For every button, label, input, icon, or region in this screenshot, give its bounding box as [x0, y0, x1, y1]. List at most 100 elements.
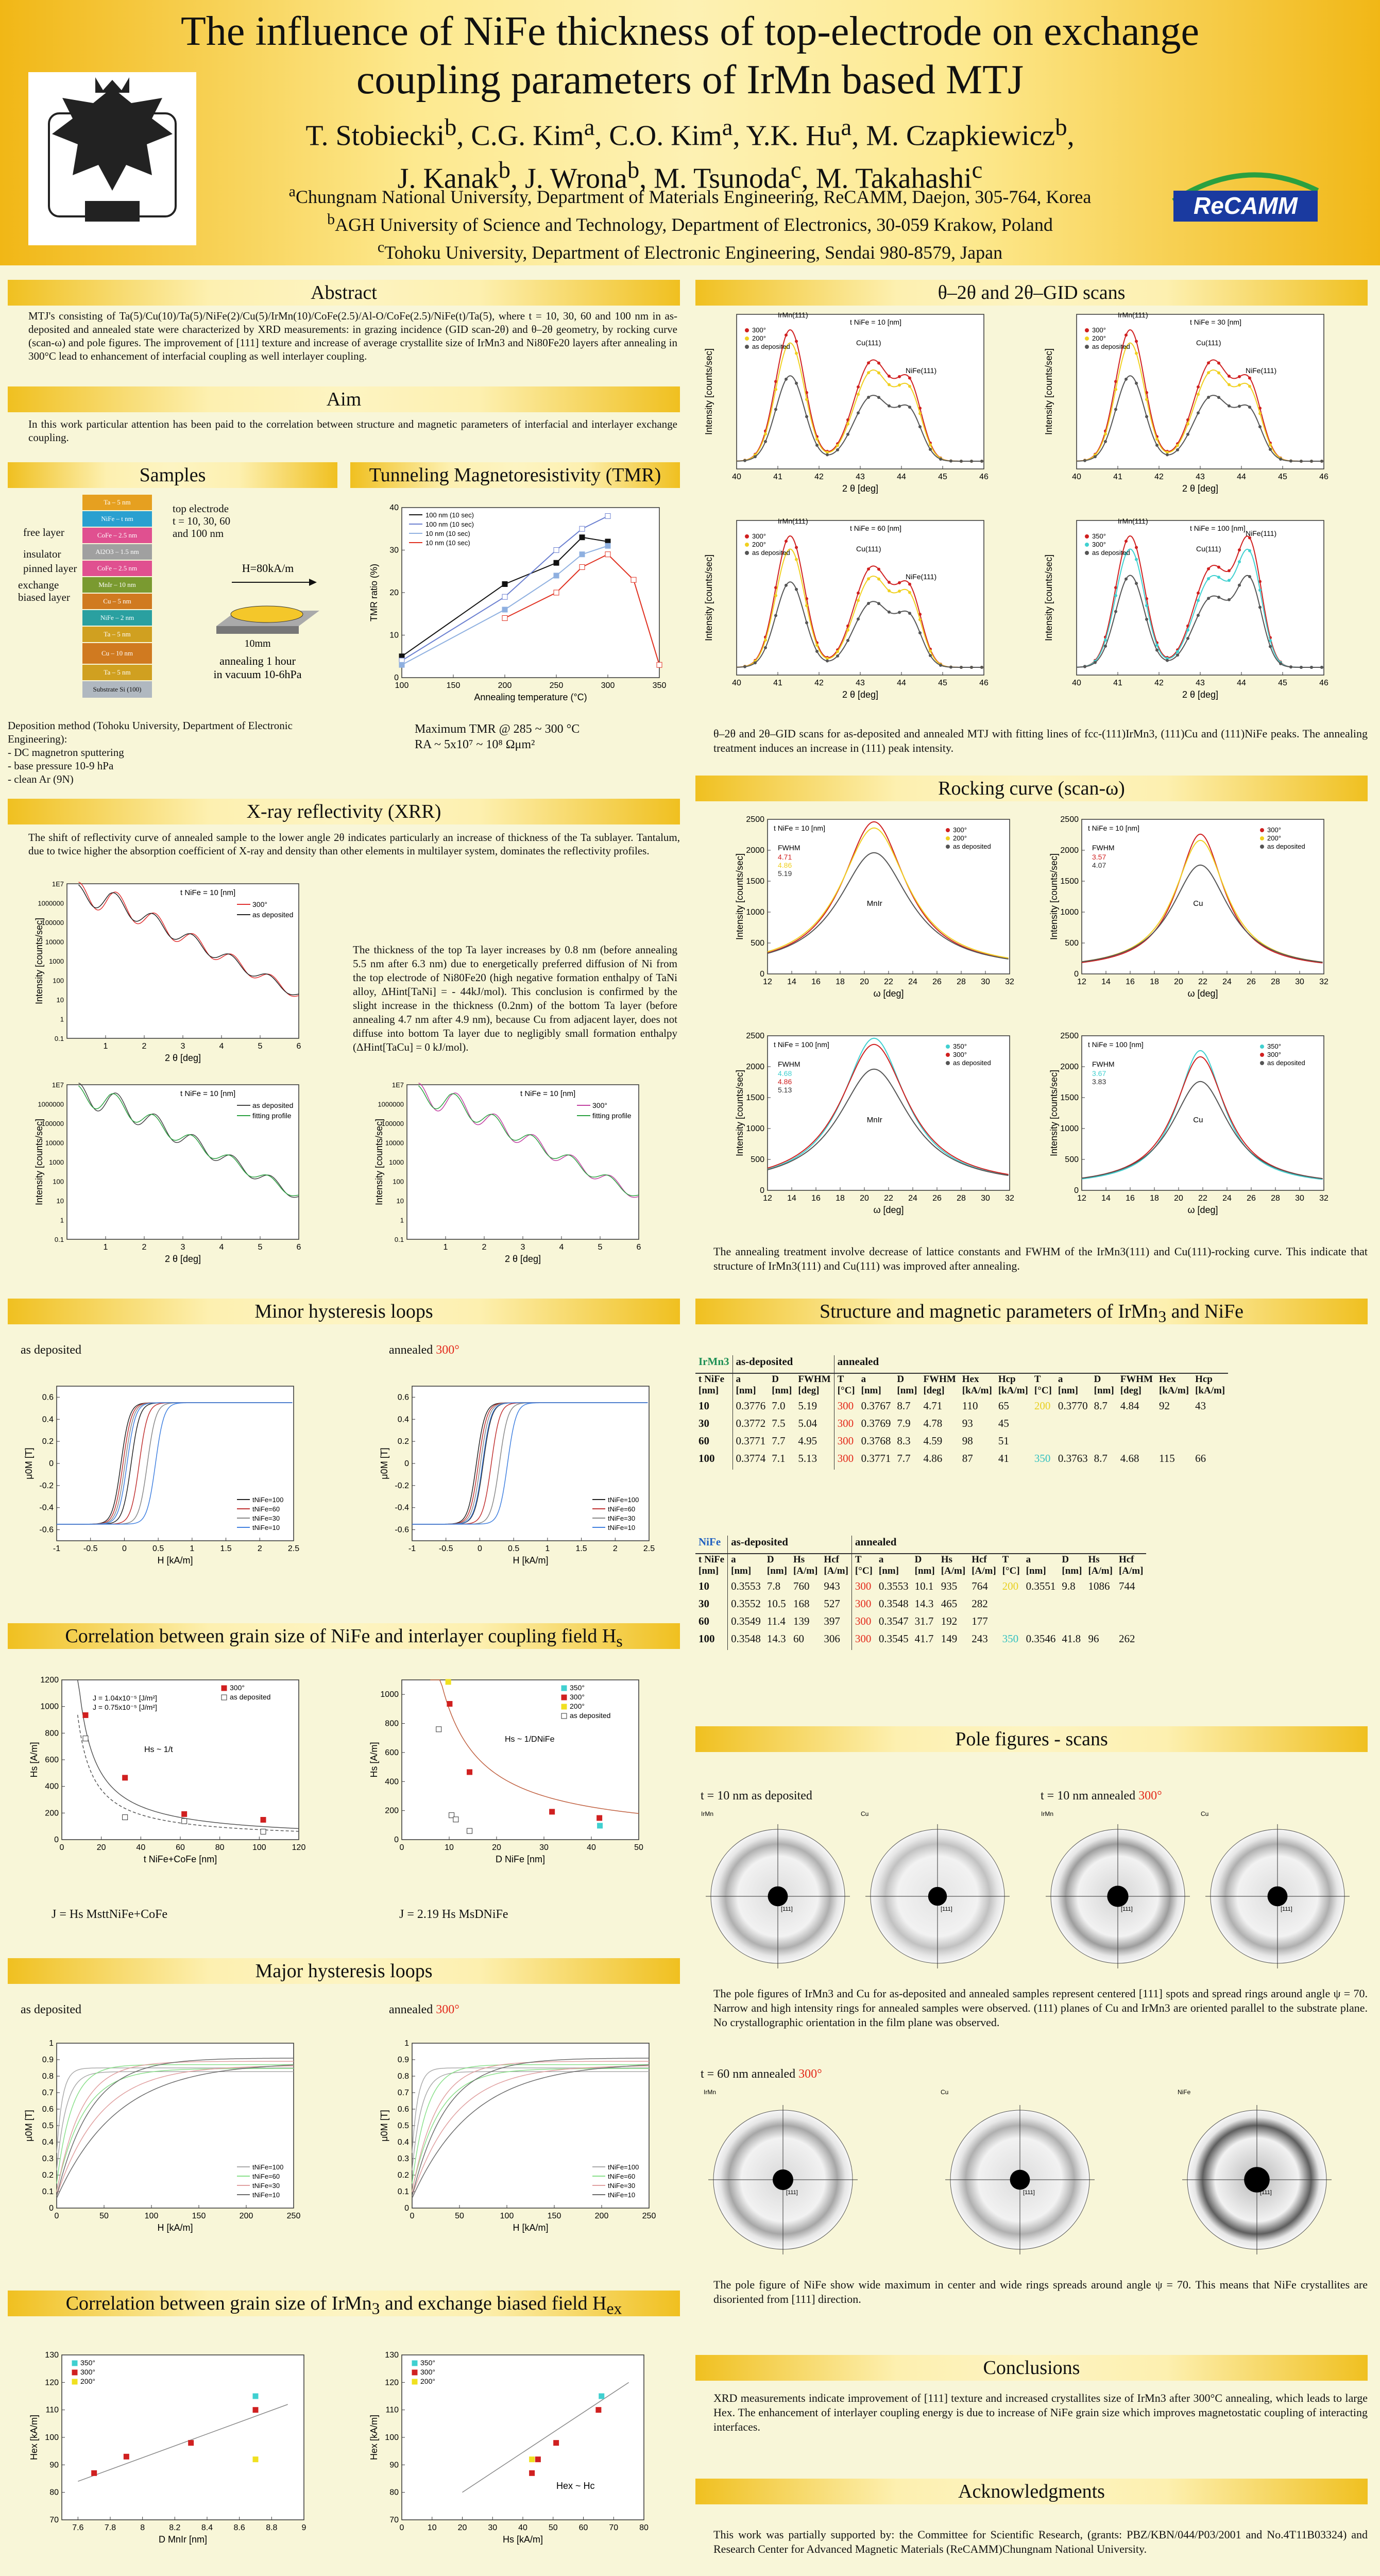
y-axis-label: Intensity [counts/sec]	[735, 853, 745, 940]
stack-layer: MnIr – 10 nm	[82, 577, 152, 593]
hysteresis-branch	[56, 2058, 294, 2196]
table-cell: 115	[1159, 1452, 1175, 1464]
data-point	[123, 2453, 129, 2460]
scan-point	[898, 590, 901, 593]
scan-point	[785, 333, 788, 337]
table-cell: 0.3776	[732, 1400, 769, 1417]
hex-vs-dmnir-chart: 7.6 7.8 8 8.2 8.4 8.6 8.8 9 70 80 90 100 110 120 130 D …	[21, 2345, 330, 2566]
x-tick-label: 24	[908, 1194, 917, 1203]
table-cell: 10.1	[914, 1580, 934, 1592]
hysteresis-legend-entry: tNiFe=100	[608, 2163, 639, 2171]
scan-point	[1155, 444, 1158, 447]
theta-scan-t10: 40 41 42 43 44 45 46 2 θ [deg] Intensity [counts…	[701, 309, 1025, 505]
scan-point	[1135, 340, 1138, 343]
scan-point	[1269, 448, 1272, 451]
hs-vs-thickness-chart: 0 20 40 60 80 100 120 0 200 400 600 800 1000 1200 t Ni…	[21, 1675, 319, 1881]
pole-layer-label: IrMn	[701, 1810, 713, 1817]
x-tick-label: 8.6	[234, 2523, 245, 2532]
table-cell: 0.3548	[727, 1632, 764, 1650]
y-tick-label: 40	[389, 503, 399, 512]
legend-entry: 300°	[1092, 326, 1106, 334]
y-tick-label: 100	[385, 2433, 399, 2442]
aim-text: In this work particular attention has be…	[28, 418, 677, 444]
x-tick-label: 40	[587, 1843, 596, 1852]
x-axis-label: 2 θ [deg]	[1182, 689, 1218, 700]
tmr-legend-entry: 100 nm (10 sec)	[425, 520, 474, 528]
scan-point	[1125, 577, 1128, 581]
table-cell: 300	[833, 1417, 858, 1435]
y-axis-label: Intensity [counts/sec]	[735, 1070, 745, 1156]
x-tick-label: 46	[1319, 473, 1328, 481]
table-cell: 465	[941, 1597, 958, 1610]
peak-label: Cu(111)	[1196, 339, 1221, 347]
scan-point	[1197, 411, 1200, 415]
hysteresis-branch	[412, 2068, 650, 2191]
x-tick-label: 12	[1077, 1194, 1086, 1203]
scan-point	[743, 459, 746, 462]
tmr-point	[502, 581, 508, 587]
scan-point	[877, 567, 880, 571]
scan-point	[1207, 371, 1210, 375]
abstract-text: MTJ's consisting of Ta(5)/Cu(10)/Ta(5)/N…	[28, 310, 677, 362]
scan-point	[1228, 374, 1231, 378]
scan-point	[1094, 661, 1097, 664]
scan-point	[1248, 406, 1251, 409]
scan-point	[836, 448, 839, 451]
y-tick-label: 0.3	[42, 2154, 54, 2163]
table-cell: 0.3549	[727, 1615, 764, 1632]
table-cell: 4.78	[923, 1417, 943, 1429]
y-tick-label: 1000	[1060, 1124, 1079, 1133]
table-cell: 764	[972, 1580, 988, 1592]
x-tick-label: 50	[549, 2523, 558, 2532]
scan-point	[1238, 583, 1241, 587]
tmr-point	[399, 662, 405, 668]
fwhm-value: 5.19	[778, 869, 792, 878]
scan-point	[867, 361, 870, 365]
data-point	[445, 1679, 451, 1685]
scan-point	[980, 666, 983, 669]
x-tick-label: 30	[981, 978, 990, 986]
scan-point	[1238, 375, 1241, 378]
scan-point	[1186, 636, 1189, 640]
table-cell: 0.3763	[1058, 1452, 1088, 1464]
y-tick-label: 800	[45, 1729, 59, 1738]
scan-point	[1207, 396, 1210, 399]
x-tick-label: 12	[763, 978, 772, 986]
column-header: FWHM [deg]	[798, 1374, 831, 1396]
table-cell: 943	[824, 1580, 840, 1592]
x-axis-label: ω [deg]	[873, 1205, 904, 1215]
x-tick-label: 20	[860, 978, 869, 986]
y-tick-label: 2000	[746, 846, 764, 855]
scan-point	[1228, 404, 1231, 408]
x-tick-label: 40	[732, 473, 741, 481]
column-header: D [nm]	[1094, 1374, 1114, 1396]
table-cell: 7.1	[772, 1452, 786, 1464]
scan-point	[877, 577, 880, 581]
x-tick-label: 16	[1126, 978, 1135, 986]
hysteresis-legend-entry: tNiFe=10	[252, 2191, 280, 2199]
scan-point	[785, 540, 788, 543]
y-tick-label: 1	[60, 1217, 64, 1224]
table-cell: 4.71	[923, 1400, 943, 1412]
scan-point	[1258, 412, 1262, 415]
svg-text:annealing 1 hour: annealing 1 hour	[219, 654, 296, 667]
y-axis-label: Intensity [counts/sec]	[1044, 554, 1054, 641]
table-cell	[1085, 1597, 1115, 1615]
tmr-summary: Maximum TMR @ 285 ~ 300 °C RA ~ 5x10⁷ ~ 1…	[415, 722, 580, 751]
y-tick-label: 10000	[45, 1139, 64, 1147]
table-cell: 0.3769	[861, 1417, 891, 1429]
top-electrode-note: top electrode t = 10, 30, 60 and 100 nm	[173, 502, 231, 540]
data-point	[449, 1812, 455, 1819]
data-point	[252, 2407, 259, 2413]
table-cell: 43	[1195, 1400, 1206, 1412]
table-cell: 87	[962, 1452, 973, 1464]
x-tick-label: 18	[836, 978, 845, 986]
y-tick-label: 600	[385, 1748, 399, 1757]
scan-point	[795, 587, 798, 591]
data-point	[188, 2440, 194, 2446]
j-formula-irmn: J = 2.19 Hs MsDNiFe	[399, 1908, 508, 1921]
x-tick-label: 16	[811, 978, 821, 986]
xrr-curve	[418, 1085, 639, 1197]
section-aim: Aim	[8, 386, 680, 412]
xrr-legend-entry: 300°	[252, 900, 267, 908]
